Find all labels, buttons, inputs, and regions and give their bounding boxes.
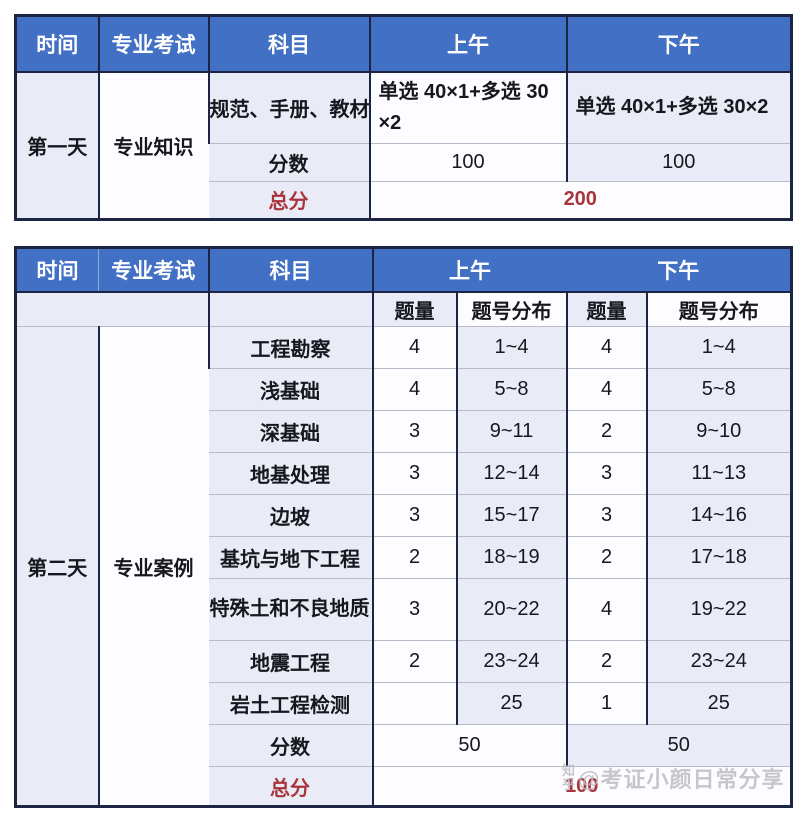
subject-cell: 边坡 <box>208 494 373 537</box>
range-am-cell: 25 <box>455 682 567 725</box>
qty-am-cell <box>371 682 457 725</box>
qty-pm-cell: 1 <box>565 682 647 725</box>
total-label-cell: 总分 <box>208 766 373 807</box>
afternoon-format-cell: 单选 40×1+多选 30×2 <box>565 71 792 143</box>
header-time: 时间 <box>15 247 99 293</box>
header-exam-type: 专业考试 <box>97 15 209 73</box>
header-morning: 上午 <box>371 247 567 293</box>
subheader-spacer <box>15 291 209 327</box>
range-pm-cell: 19~22 <box>645 578 792 641</box>
header-time: 时间 <box>15 15 99 73</box>
range-am-cell: 23~24 <box>455 640 567 683</box>
qty-am-cell: 2 <box>371 640 457 683</box>
qty-pm-cell: 2 <box>565 410 647 453</box>
score-label-cell: 分数 <box>208 724 373 767</box>
day2-schedule-table: 时间 专业考试 科目 上午 下午 题量 题号分布 题量 题号分布 第二天 专业案… <box>14 246 793 808</box>
total-value-cell: 100 <box>371 766 792 807</box>
morning-format-cell: 单选 40×1+多选 30×2 <box>368 71 567 143</box>
exam-type-cell: 专业案例 <box>97 326 209 807</box>
qty-pm-cell: 4 <box>565 578 647 641</box>
afternoon-score-cell: 100 <box>565 142 792 181</box>
subheader-qty-pm: 题量 <box>565 291 647 327</box>
qty-pm-cell: 3 <box>565 494 647 537</box>
qty-am-cell: 3 <box>371 410 457 453</box>
range-pm-cell: 25 <box>645 682 792 725</box>
header-subject: 科目 <box>207 15 370 73</box>
range-pm-cell: 14~16 <box>645 494 792 537</box>
qty-pm-cell: 2 <box>565 640 647 683</box>
range-am-cell: 20~22 <box>455 578 567 641</box>
subheader-range-am: 题号分布 <box>455 291 567 327</box>
subheader-range-pm: 题号分布 <box>645 291 792 327</box>
range-am-cell: 15~17 <box>455 494 567 537</box>
range-pm-cell: 17~18 <box>645 536 792 579</box>
subject-cell: 浅基础 <box>208 368 373 411</box>
subject-cell: 岩土工程检测 <box>208 682 373 725</box>
range-am-cell: 1~4 <box>455 326 567 369</box>
range-am-cell: 18~19 <box>455 536 567 579</box>
day1-schedule-table: 时间 专业考试 科目 上午 下午 第一天 专业知识 规范、手册、教材 单选 40… <box>14 14 793 221</box>
subheader-subject-spacer <box>207 291 373 327</box>
header-subject: 科目 <box>207 247 373 293</box>
range-pm-cell: 5~8 <box>645 368 792 411</box>
subject-cell: 特殊土和不良地质 <box>208 578 373 641</box>
exam-type-cell: 专业知识 <box>97 71 209 219</box>
range-pm-cell: 9~10 <box>645 410 792 453</box>
qty-pm-cell: 4 <box>565 326 647 369</box>
qty-am-cell: 3 <box>371 494 457 537</box>
range-pm-cell: 11~13 <box>645 452 792 495</box>
header-morning: 上午 <box>368 15 567 73</box>
qty-am-cell: 3 <box>371 578 457 641</box>
day-cell: 第一天 <box>15 71 99 219</box>
day-cell: 第二天 <box>15 326 99 807</box>
total-label-cell: 总分 <box>208 180 370 219</box>
morning-score-cell: 100 <box>368 142 567 181</box>
range-am-cell: 5~8 <box>455 368 567 411</box>
header-exam-type: 专业考试 <box>98 247 209 293</box>
range-am-cell: 12~14 <box>455 452 567 495</box>
qty-am-cell: 4 <box>371 368 457 411</box>
qty-am-cell: 2 <box>371 536 457 579</box>
range-am-cell: 9~11 <box>455 410 567 453</box>
subheader-qty-am: 题量 <box>371 291 457 327</box>
qty-pm-cell: 3 <box>565 452 647 495</box>
subject-cell: 深基础 <box>208 410 373 453</box>
morning-score-cell: 50 <box>371 724 567 767</box>
qty-pm-cell: 2 <box>565 536 647 579</box>
subject-cell: 地基处理 <box>208 452 373 495</box>
subject-cell: 规范、手册、教材 <box>207 71 370 143</box>
qty-pm-cell: 4 <box>565 368 647 411</box>
subject-cell: 地震工程 <box>208 640 373 683</box>
range-pm-cell: 23~24 <box>645 640 792 683</box>
subject-cell: 基坑与地下工程 <box>208 536 373 579</box>
range-pm-cell: 1~4 <box>645 326 792 369</box>
afternoon-score-cell: 50 <box>565 724 792 767</box>
header-afternoon: 下午 <box>565 15 792 73</box>
header-afternoon: 下午 <box>566 247 792 293</box>
score-label-cell: 分数 <box>208 142 370 181</box>
qty-am-cell: 4 <box>371 326 457 369</box>
qty-am-cell: 3 <box>371 452 457 495</box>
total-value-cell: 200 <box>368 180 792 219</box>
subject-cell: 工程勘察 <box>207 326 373 369</box>
